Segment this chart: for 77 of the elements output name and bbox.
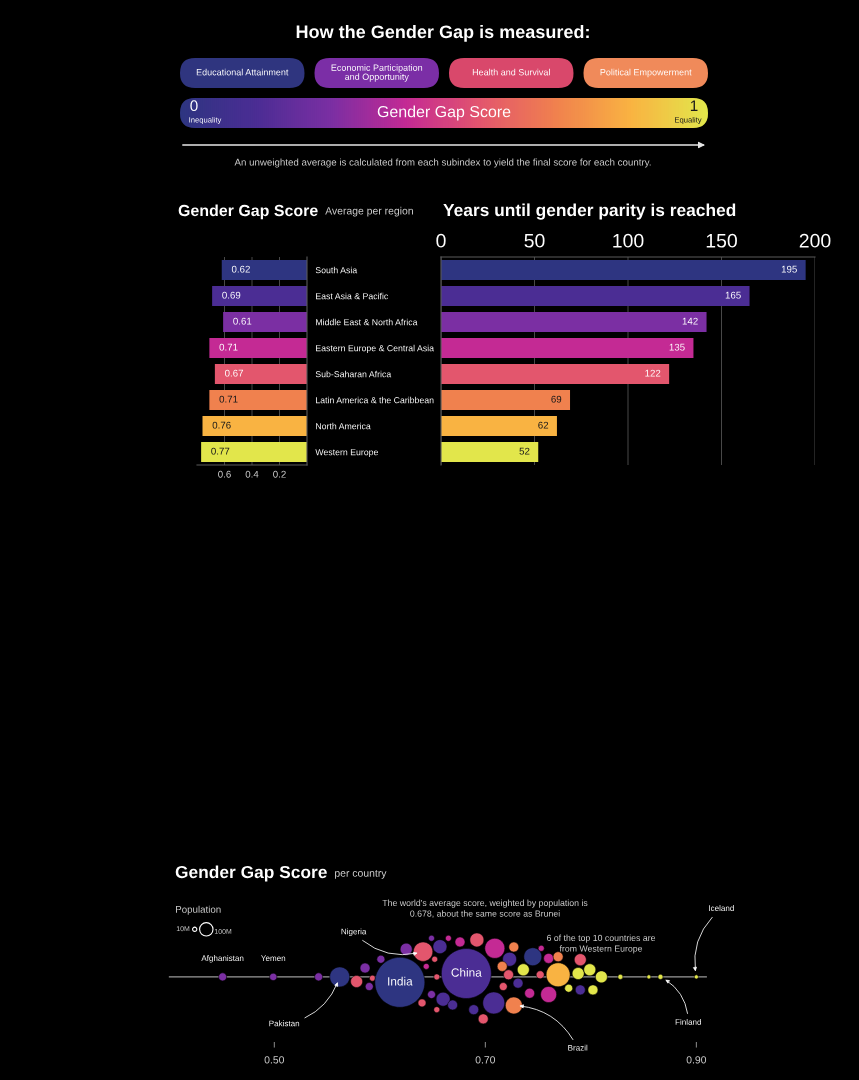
text: An unweighted average is calculated from each subindex to yield the final score for each country.: [234, 158, 651, 168]
data-label: 165: [725, 291, 741, 299]
data-label: 0.61: [233, 317, 252, 325]
chart-title: Gender Gap Score: [178, 204, 318, 220]
data-label: 0.77: [211, 447, 230, 455]
y-tick-label: North America: [316, 422, 371, 430]
annotation: 6 of the top 10 countries are from Western Europe: [546, 934, 656, 954]
text: The world's average score, weighted by population is 0.678, about the same score as Brunei: [382, 899, 588, 918]
x-tick-label: 0: [436, 233, 446, 248]
bar: [201, 441, 307, 463]
text: 0: [190, 100, 198, 112]
bar: [212, 285, 307, 307]
bar: [441, 285, 750, 307]
annotation: Afghanistan: [201, 955, 244, 963]
annotation: China: [451, 968, 482, 977]
text: Gender Gap Score: [377, 105, 511, 121]
data-label: 142: [682, 317, 698, 325]
data-label: 0.71: [219, 395, 238, 403]
bar: [209, 337, 307, 359]
data-label: 52: [519, 447, 530, 455]
category-label: Political Empowerment: [600, 68, 692, 78]
data-label: 135: [669, 343, 685, 351]
data-label: 0.62: [231, 265, 250, 273]
bar: [441, 415, 557, 437]
bar: [441, 337, 694, 359]
data-label: 69: [551, 395, 562, 403]
x-tick-label: 200: [799, 233, 831, 248]
annotation: Brazil: [568, 1044, 588, 1051]
x-tick-label: 50: [524, 233, 545, 248]
x-tick-label: 0.4: [245, 470, 259, 478]
text: How the Gender Gap is measured:: [296, 24, 589, 42]
x-tick-label: 0.50: [264, 1056, 285, 1064]
y-tick-label: Latin America & the Caribbean: [316, 396, 434, 404]
annotation: Yemen: [261, 955, 286, 961]
chart-title: Years until gender parity is reached: [443, 203, 736, 220]
data-label: 62: [538, 421, 549, 429]
annotation: Pakistan: [269, 1020, 300, 1027]
bar: [223, 311, 307, 333]
category-label: Health and Survival: [472, 68, 550, 76]
annotation: Nigeria: [341, 928, 367, 936]
annotation: India: [388, 976, 413, 986]
annotation: Iceland: [709, 905, 734, 911]
bar: [441, 363, 670, 385]
y-tick-label: East Asia & Pacific: [316, 292, 389, 300]
bar: [202, 415, 307, 437]
x-tick-label: 0.6: [218, 470, 231, 478]
bar: [441, 259, 806, 281]
data-label: 0.67: [224, 369, 244, 377]
bar: [221, 259, 307, 281]
text: 1: [690, 100, 698, 111]
data-label: 0.71: [219, 343, 238, 351]
x-tick-label: 0.2: [273, 470, 286, 478]
category-label: Educational Attainment: [196, 68, 289, 76]
text: Average per region: [325, 206, 413, 217]
annotation: Finland: [675, 1018, 701, 1025]
bar: [441, 311, 707, 333]
y-tick-label: South Asia: [315, 266, 358, 274]
y-tick-label: Western Europe: [315, 449, 379, 457]
data-label: 195: [781, 265, 797, 273]
bar: [441, 389, 571, 411]
bar: [214, 363, 307, 385]
y-tick-label: Middle East & North Africa: [316, 318, 418, 326]
data-label: 0.76: [212, 421, 231, 429]
y-tick-label: Eastern Europe & Central Asia: [316, 344, 435, 353]
x-tick-label: 0.90: [686, 1056, 707, 1064]
x-tick-label: 0.70: [475, 1056, 496, 1064]
y-tick-label: Sub-Saharan Africa: [315, 370, 392, 378]
category-label: Economic Participation and Opportunity: [331, 64, 423, 82]
x-tick-label: 150: [706, 233, 737, 248]
chart-title: Gender Gap Score: [175, 865, 327, 882]
chart-subtitle: per country: [335, 869, 387, 879]
data-label: 122: [645, 369, 661, 377]
legend-title: Population: [176, 905, 221, 915]
bar: [209, 389, 307, 411]
data-label: 0.69: [222, 291, 241, 299]
bar: [441, 441, 539, 463]
x-tick-label: 100: [613, 233, 644, 248]
